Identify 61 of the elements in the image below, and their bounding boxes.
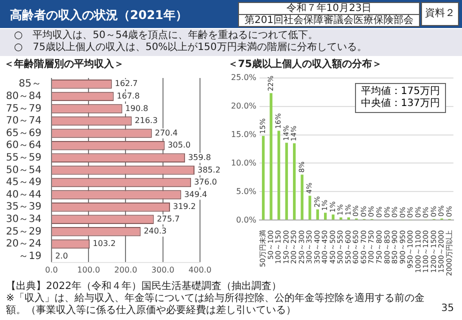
data-label: 359.8 [188,152,211,162]
chart-title: ＜75歳以上個人の収入額の分布＞ [228,58,383,70]
x-tick-label: 200.0 [114,265,138,274]
bar [300,174,304,220]
bar [308,196,312,220]
y-tick-label: 35～39 [6,202,42,213]
annotation: 中央値：137万円 [360,98,440,110]
text: 35 [441,303,454,314]
data-label: 240.3 [144,226,167,236]
text: ○ 平均収入は、50～54歳を頂点に、年齢を重ねるにつれて低下。 [14,30,320,42]
y-tick-label: 0.0% [236,215,257,224]
x-tick-label: 400.0 [188,265,212,274]
text: 第201回社会保障審議会医療保険部会 [239,14,419,26]
data-label: 167.8 [116,92,140,101]
data-label: 190.8 [125,104,148,113]
y-tick-label: ～19 [18,250,42,262]
text: 【出典】2022年（令和４年）国民生活基礎調査（抽出調査） [6,281,282,292]
data-label: 270.4 [154,128,178,138]
text: 高齢者の収入の状況（2021年） [10,7,188,24]
bar [262,136,265,220]
y-tick-label: 75～79 [6,103,42,114]
y-tick-label: 50～54 [6,164,42,176]
y-tick-label: 70～74 [6,116,42,127]
y-tick-label: 20～24 [6,238,42,250]
data-label: 216.3 [134,116,158,126]
bar [277,130,280,220]
x-tick-label: 100.0 [77,265,100,274]
data-label: 349.4 [184,190,208,199]
data-label: 305.0 [168,140,191,150]
y-tick-label: 30～34 [6,214,42,225]
bar [270,93,272,220]
y-tick-label: 25～29 [6,226,42,238]
y-tick-label: 55～59 [6,152,42,164]
data-label: 275.7 [156,214,180,224]
data-label: 376.0 [194,178,217,187]
data-label: 162.7 [114,79,138,88]
bar [292,143,296,220]
data-label: 319.2 [172,202,196,212]
y-tick-label: 80～84 [6,91,42,102]
annotation: 平均値：175万円 [360,86,440,98]
y-tick-label: 45～49 [6,177,42,188]
y-tick-label: 40～44 [6,189,42,200]
y-tick-label: 15.0% [230,130,257,139]
y-tick-label: 60～64 [6,140,42,152]
text: 資料２ [421,2,459,26]
data-label: 103.2 [92,239,116,248]
data-label: 2.0 [55,251,68,260]
y-tick-label: 10.0% [230,158,257,168]
y-tick-label: 25.0% [230,72,257,82]
y-tick-label: 5.0% [236,186,257,196]
x-tick-label: 0.0 [45,265,58,274]
data-label: 385.2 [198,165,220,174]
y-tick-label: 65～69 [6,128,42,139]
y-tick-label: 20.0% [230,101,257,110]
y-tick-label: 85～ [18,78,42,90]
chart-title: ＜年齢階層別の平均収入＞ [4,58,125,70]
x-tick-label: 300.0 [151,265,174,274]
text: 令和７年10月23日 [285,3,373,14]
text: ○ 75歳以上個人の収入は、50%以上が150万円未満の階層に分布している。 [14,42,367,54]
bar [285,142,288,220]
text: ※「収入」は、給与収入、年金等については給与所得控除、公的年金等控除を適用する前の金額。（事業収入等に係る仕入原価や必要経費は差し引いている） [6,293,426,317]
